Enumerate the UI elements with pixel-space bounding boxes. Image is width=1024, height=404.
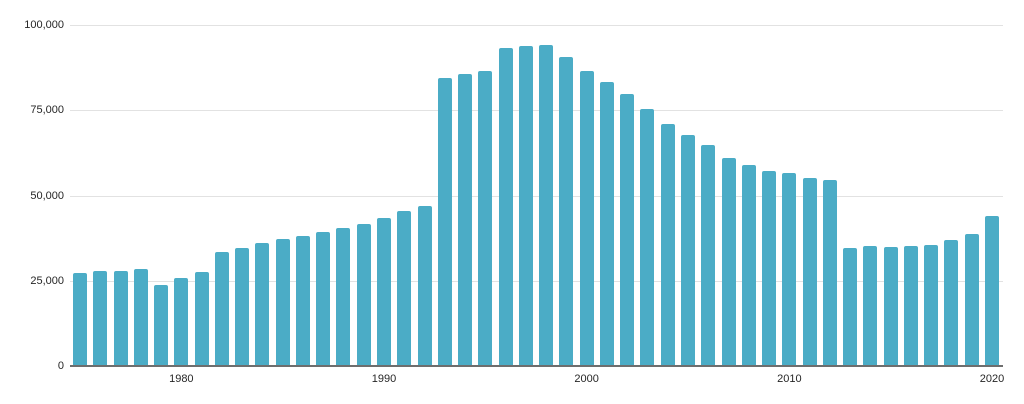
bar-1991 bbox=[397, 210, 412, 366]
gridline-50000 bbox=[70, 195, 1003, 197]
gridline-25000 bbox=[70, 280, 1003, 282]
bar-2019 bbox=[964, 234, 979, 366]
bar-2004 bbox=[660, 123, 675, 366]
bar-1997 bbox=[518, 45, 533, 366]
bar-2007 bbox=[721, 158, 736, 366]
bar-1992 bbox=[417, 205, 432, 366]
y-tick-label: 50,000 bbox=[30, 189, 64, 202]
bar-2011 bbox=[802, 177, 817, 366]
gridline-100000 bbox=[70, 25, 1003, 26]
x-tick-label-1990: 1990 bbox=[371, 373, 397, 385]
bar-1985 bbox=[275, 239, 290, 366]
bar-1983 bbox=[235, 248, 250, 366]
bar-2002 bbox=[620, 93, 635, 366]
bar-2018 bbox=[944, 239, 959, 366]
bar-1989 bbox=[356, 223, 371, 366]
bar-1995 bbox=[478, 71, 493, 366]
bar-2014 bbox=[863, 246, 878, 366]
bar-1987 bbox=[316, 231, 331, 366]
gridline-75000 bbox=[70, 110, 1003, 112]
bar-1998 bbox=[539, 44, 554, 366]
bar-2000 bbox=[579, 71, 594, 366]
x-tick-label-2020: 2020 bbox=[979, 373, 1005, 385]
bar-2017 bbox=[924, 244, 939, 366]
bar-2008 bbox=[741, 165, 756, 366]
y-tick-label: 75,000 bbox=[30, 104, 64, 117]
x-tick-label-1980: 1980 bbox=[169, 373, 194, 385]
bar-2010 bbox=[782, 172, 797, 366]
bar-2012 bbox=[822, 180, 837, 366]
bar-1988 bbox=[336, 227, 351, 366]
bar-2003 bbox=[640, 108, 655, 366]
y-tick-label: 0 bbox=[57, 360, 64, 372]
bar-2001 bbox=[599, 81, 614, 366]
x-axis-line bbox=[70, 365, 1003, 367]
bar-1981 bbox=[194, 271, 209, 366]
x-tick-label-2000: 2000 bbox=[574, 373, 599, 385]
bar-1984 bbox=[255, 243, 270, 366]
bar-1978 bbox=[133, 269, 148, 366]
bar-1979 bbox=[154, 285, 169, 366]
bar-2020 bbox=[985, 215, 999, 366]
bar-1977 bbox=[113, 271, 128, 366]
bar-1975 bbox=[73, 273, 87, 366]
bar-2005 bbox=[681, 135, 695, 366]
bar-2006 bbox=[701, 145, 716, 366]
y-tick-label: 25,000 bbox=[30, 274, 64, 287]
bar-1982 bbox=[214, 252, 229, 366]
x-tick-label-2010: 2010 bbox=[777, 373, 802, 385]
bar-1980 bbox=[174, 278, 189, 366]
bar-2016 bbox=[903, 245, 918, 366]
y-tick-label: 100,000 bbox=[24, 19, 64, 31]
bar-1976 bbox=[93, 271, 108, 366]
bar-1993 bbox=[437, 77, 452, 366]
bar-1990 bbox=[377, 218, 391, 366]
bar-2013 bbox=[843, 248, 858, 366]
bar-1986 bbox=[295, 236, 310, 366]
bar-1999 bbox=[559, 57, 574, 366]
bar-2015 bbox=[883, 247, 898, 366]
bar-1996 bbox=[498, 48, 513, 366]
bar-1994 bbox=[458, 74, 473, 366]
bar-2009 bbox=[762, 170, 777, 366]
